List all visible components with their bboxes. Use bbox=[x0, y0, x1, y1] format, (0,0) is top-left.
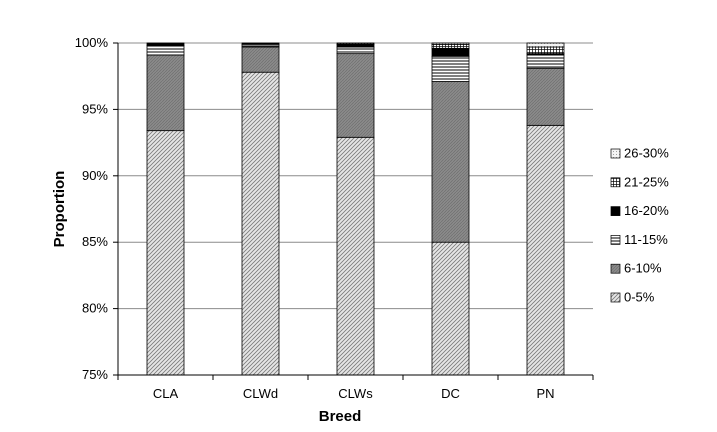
x-tick-labels: CLA CLWd CLWs DC PN bbox=[153, 386, 555, 401]
bar-clws-21-25 bbox=[336, 42, 375, 45]
bar-pn-0-5 bbox=[526, 124, 565, 376]
bar-clwd-16-20 bbox=[241, 42, 280, 45]
legend-label: 6-10% bbox=[624, 261, 662, 276]
bar-dc-0-5 bbox=[431, 241, 470, 376]
legend-swatch bbox=[610, 177, 621, 188]
bar-dc-26-30 bbox=[431, 42, 470, 45]
y-tick-label: 95% bbox=[82, 101, 108, 116]
legend-item-26-30: 26-30% bbox=[610, 146, 669, 161]
legend-item-6-10: 6-10% bbox=[610, 261, 662, 276]
axes bbox=[113, 42, 594, 380]
y-tick-labels: 75% 80% 85% 90% 95% 100% bbox=[75, 35, 109, 382]
legend-swatch bbox=[610, 292, 621, 303]
y-tick-label: 85% bbox=[82, 234, 108, 249]
x-axis-title: Breed bbox=[319, 408, 362, 425]
bar-clws-11-15 bbox=[336, 46, 375, 55]
legend-item-16-20: 16-20% bbox=[610, 203, 669, 218]
y-tick-label: 100% bbox=[75, 35, 109, 50]
bar-clwd-0-5 bbox=[241, 71, 280, 376]
bar-cla-11-15 bbox=[146, 45, 185, 56]
bar-cla-16-20 bbox=[146, 42, 185, 47]
legend-label: 21-25% bbox=[624, 174, 669, 189]
bar-clwd-6-10 bbox=[241, 46, 280, 73]
bar-dc-6-10 bbox=[431, 81, 470, 243]
legend-label: 11-15% bbox=[624, 232, 668, 247]
y-tick-label: 90% bbox=[82, 168, 108, 183]
bar-cla-0-5 bbox=[146, 130, 185, 376]
bar-cla-6-10 bbox=[146, 54, 185, 132]
bar-dc-16-20 bbox=[431, 47, 470, 57]
bar-dc-11-15 bbox=[431, 55, 470, 82]
x-tick-label: PN bbox=[536, 386, 554, 401]
bar-dc-21-25 bbox=[431, 43, 470, 49]
legend-swatch bbox=[610, 148, 621, 159]
legend-item-0-5: 0-5% bbox=[610, 290, 655, 305]
bar-pn-6-10 bbox=[526, 67, 565, 126]
bar-pn-26-30 bbox=[526, 42, 565, 48]
legend: 26-30% 21-25% 16-20% 11-15% 6-10% 0-5% bbox=[610, 146, 669, 305]
legend-item-11-15: 11-15% bbox=[610, 232, 668, 247]
legend-swatch bbox=[610, 235, 621, 245]
x-tick-label: DC bbox=[441, 386, 460, 401]
legend-label: 0-5% bbox=[624, 290, 655, 305]
bars-group bbox=[146, 42, 565, 376]
x-tick-label: CLA bbox=[153, 386, 179, 401]
legend-swatch bbox=[610, 263, 621, 274]
bar-pn-11-15 bbox=[526, 54, 565, 69]
x-tick-label: CLWs bbox=[338, 386, 373, 401]
y-tick-label: 80% bbox=[82, 301, 108, 316]
y-tick-label: 75% bbox=[82, 367, 108, 382]
bar-pn-21-25 bbox=[526, 46, 565, 55]
legend-swatch bbox=[610, 206, 621, 216]
y-axis-title: Proportion bbox=[51, 171, 68, 248]
legend-item-21-25: 21-25% bbox=[610, 174, 669, 189]
x-tick-label: CLWd bbox=[243, 386, 278, 401]
legend-label: 26-30% bbox=[624, 146, 669, 161]
legend-label: 16-20% bbox=[624, 203, 669, 218]
bar-clws-6-10 bbox=[336, 53, 375, 138]
bar-clws-0-5 bbox=[336, 136, 375, 376]
